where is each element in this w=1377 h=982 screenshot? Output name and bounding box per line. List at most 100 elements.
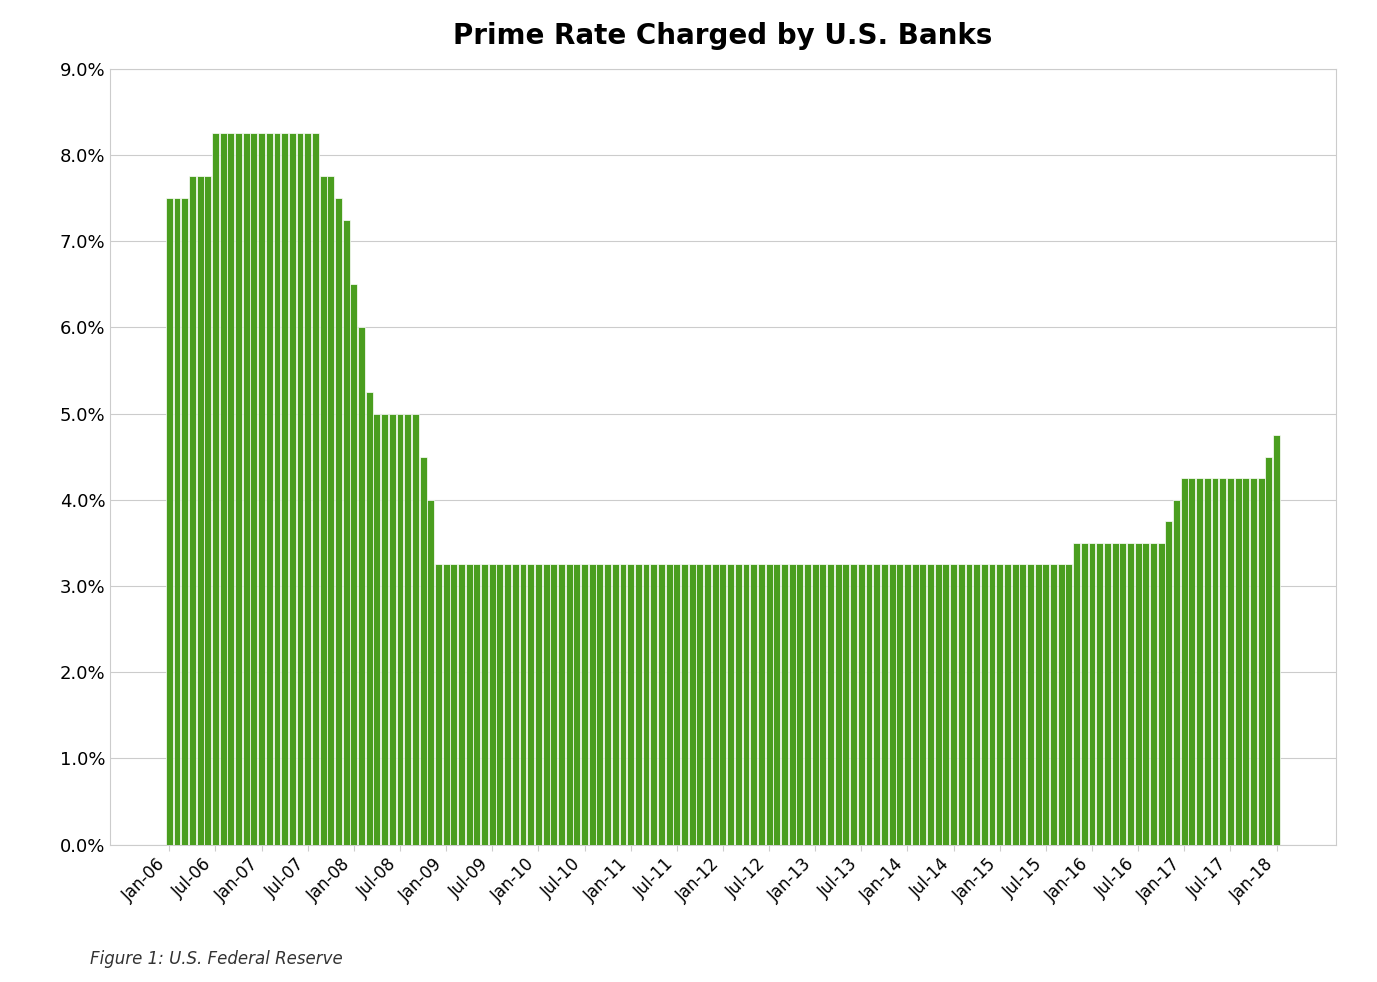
Bar xyxy=(896,565,903,845)
Bar xyxy=(350,284,357,845)
Bar xyxy=(1135,543,1142,845)
Bar xyxy=(489,565,496,845)
Bar xyxy=(927,565,934,845)
Bar xyxy=(950,565,957,845)
Bar xyxy=(242,134,249,845)
Bar xyxy=(1265,457,1272,845)
Bar xyxy=(796,565,803,845)
Bar xyxy=(958,565,965,845)
Bar xyxy=(165,198,172,845)
Bar xyxy=(1212,478,1219,845)
Bar xyxy=(558,565,565,845)
Bar xyxy=(1188,478,1195,845)
Bar xyxy=(965,565,972,845)
Bar xyxy=(1203,478,1210,845)
Bar xyxy=(497,565,504,845)
Bar xyxy=(1235,478,1242,845)
Bar xyxy=(343,220,350,845)
Bar xyxy=(912,565,918,845)
Bar xyxy=(903,565,912,845)
Bar xyxy=(1120,543,1126,845)
Bar xyxy=(650,565,657,845)
Text: Figure 1: U.S. Federal Reserve: Figure 1: U.S. Federal Reserve xyxy=(90,951,343,968)
Bar xyxy=(220,134,227,845)
Bar xyxy=(665,565,672,845)
Bar xyxy=(381,413,388,845)
Bar xyxy=(850,565,856,845)
Bar xyxy=(688,565,695,845)
Bar xyxy=(543,565,549,845)
Bar xyxy=(1173,500,1180,845)
Bar xyxy=(834,565,841,845)
Bar xyxy=(257,134,264,845)
Bar xyxy=(512,565,519,845)
Bar xyxy=(1027,565,1034,845)
Bar xyxy=(1143,543,1150,845)
Bar xyxy=(888,565,895,845)
Bar xyxy=(974,565,980,845)
Bar xyxy=(366,392,373,845)
Bar xyxy=(1242,478,1249,845)
Bar xyxy=(405,413,412,845)
Bar xyxy=(274,134,281,845)
Bar xyxy=(1257,478,1264,845)
Bar xyxy=(658,565,665,845)
Bar xyxy=(1042,565,1049,845)
Bar xyxy=(643,565,650,845)
Bar xyxy=(819,565,826,845)
Bar xyxy=(697,565,704,845)
Bar xyxy=(289,134,296,845)
Bar xyxy=(757,565,764,845)
Bar xyxy=(474,565,481,845)
Bar xyxy=(627,565,635,845)
Bar xyxy=(420,457,427,845)
Bar xyxy=(1181,478,1188,845)
Bar xyxy=(742,565,749,845)
Bar xyxy=(881,565,888,845)
Bar xyxy=(1051,565,1058,845)
Bar xyxy=(1058,565,1064,845)
Bar xyxy=(1104,543,1111,845)
Bar xyxy=(1073,543,1080,845)
Bar xyxy=(182,198,189,845)
Bar xyxy=(811,565,819,845)
Bar xyxy=(980,565,987,845)
Bar xyxy=(935,565,942,845)
Bar xyxy=(251,134,257,845)
Bar xyxy=(581,565,588,845)
Bar xyxy=(1250,478,1257,845)
Bar xyxy=(412,413,419,845)
Bar xyxy=(319,177,326,845)
Bar xyxy=(427,500,434,845)
Bar xyxy=(719,565,727,845)
Bar xyxy=(635,565,642,845)
Bar xyxy=(358,327,365,845)
Bar xyxy=(1158,543,1165,845)
Bar xyxy=(873,565,880,845)
Bar xyxy=(1019,565,1026,845)
Bar xyxy=(858,565,865,845)
Bar xyxy=(989,565,996,845)
Bar xyxy=(750,565,757,845)
Bar xyxy=(227,134,234,845)
Bar xyxy=(1274,435,1281,845)
Bar xyxy=(335,198,341,845)
Bar xyxy=(313,134,319,845)
Bar xyxy=(620,565,627,845)
Bar xyxy=(504,565,511,845)
Bar xyxy=(804,565,811,845)
Bar xyxy=(1219,478,1226,845)
Bar xyxy=(534,565,543,845)
Bar xyxy=(465,565,472,845)
Bar xyxy=(1227,478,1234,845)
Bar xyxy=(551,565,558,845)
Bar xyxy=(481,565,487,845)
Bar xyxy=(920,565,927,845)
Bar xyxy=(197,177,204,845)
Bar xyxy=(266,134,273,845)
Bar xyxy=(997,565,1004,845)
Bar xyxy=(442,565,449,845)
Bar xyxy=(174,198,180,845)
Bar xyxy=(766,565,772,845)
Bar xyxy=(682,565,688,845)
